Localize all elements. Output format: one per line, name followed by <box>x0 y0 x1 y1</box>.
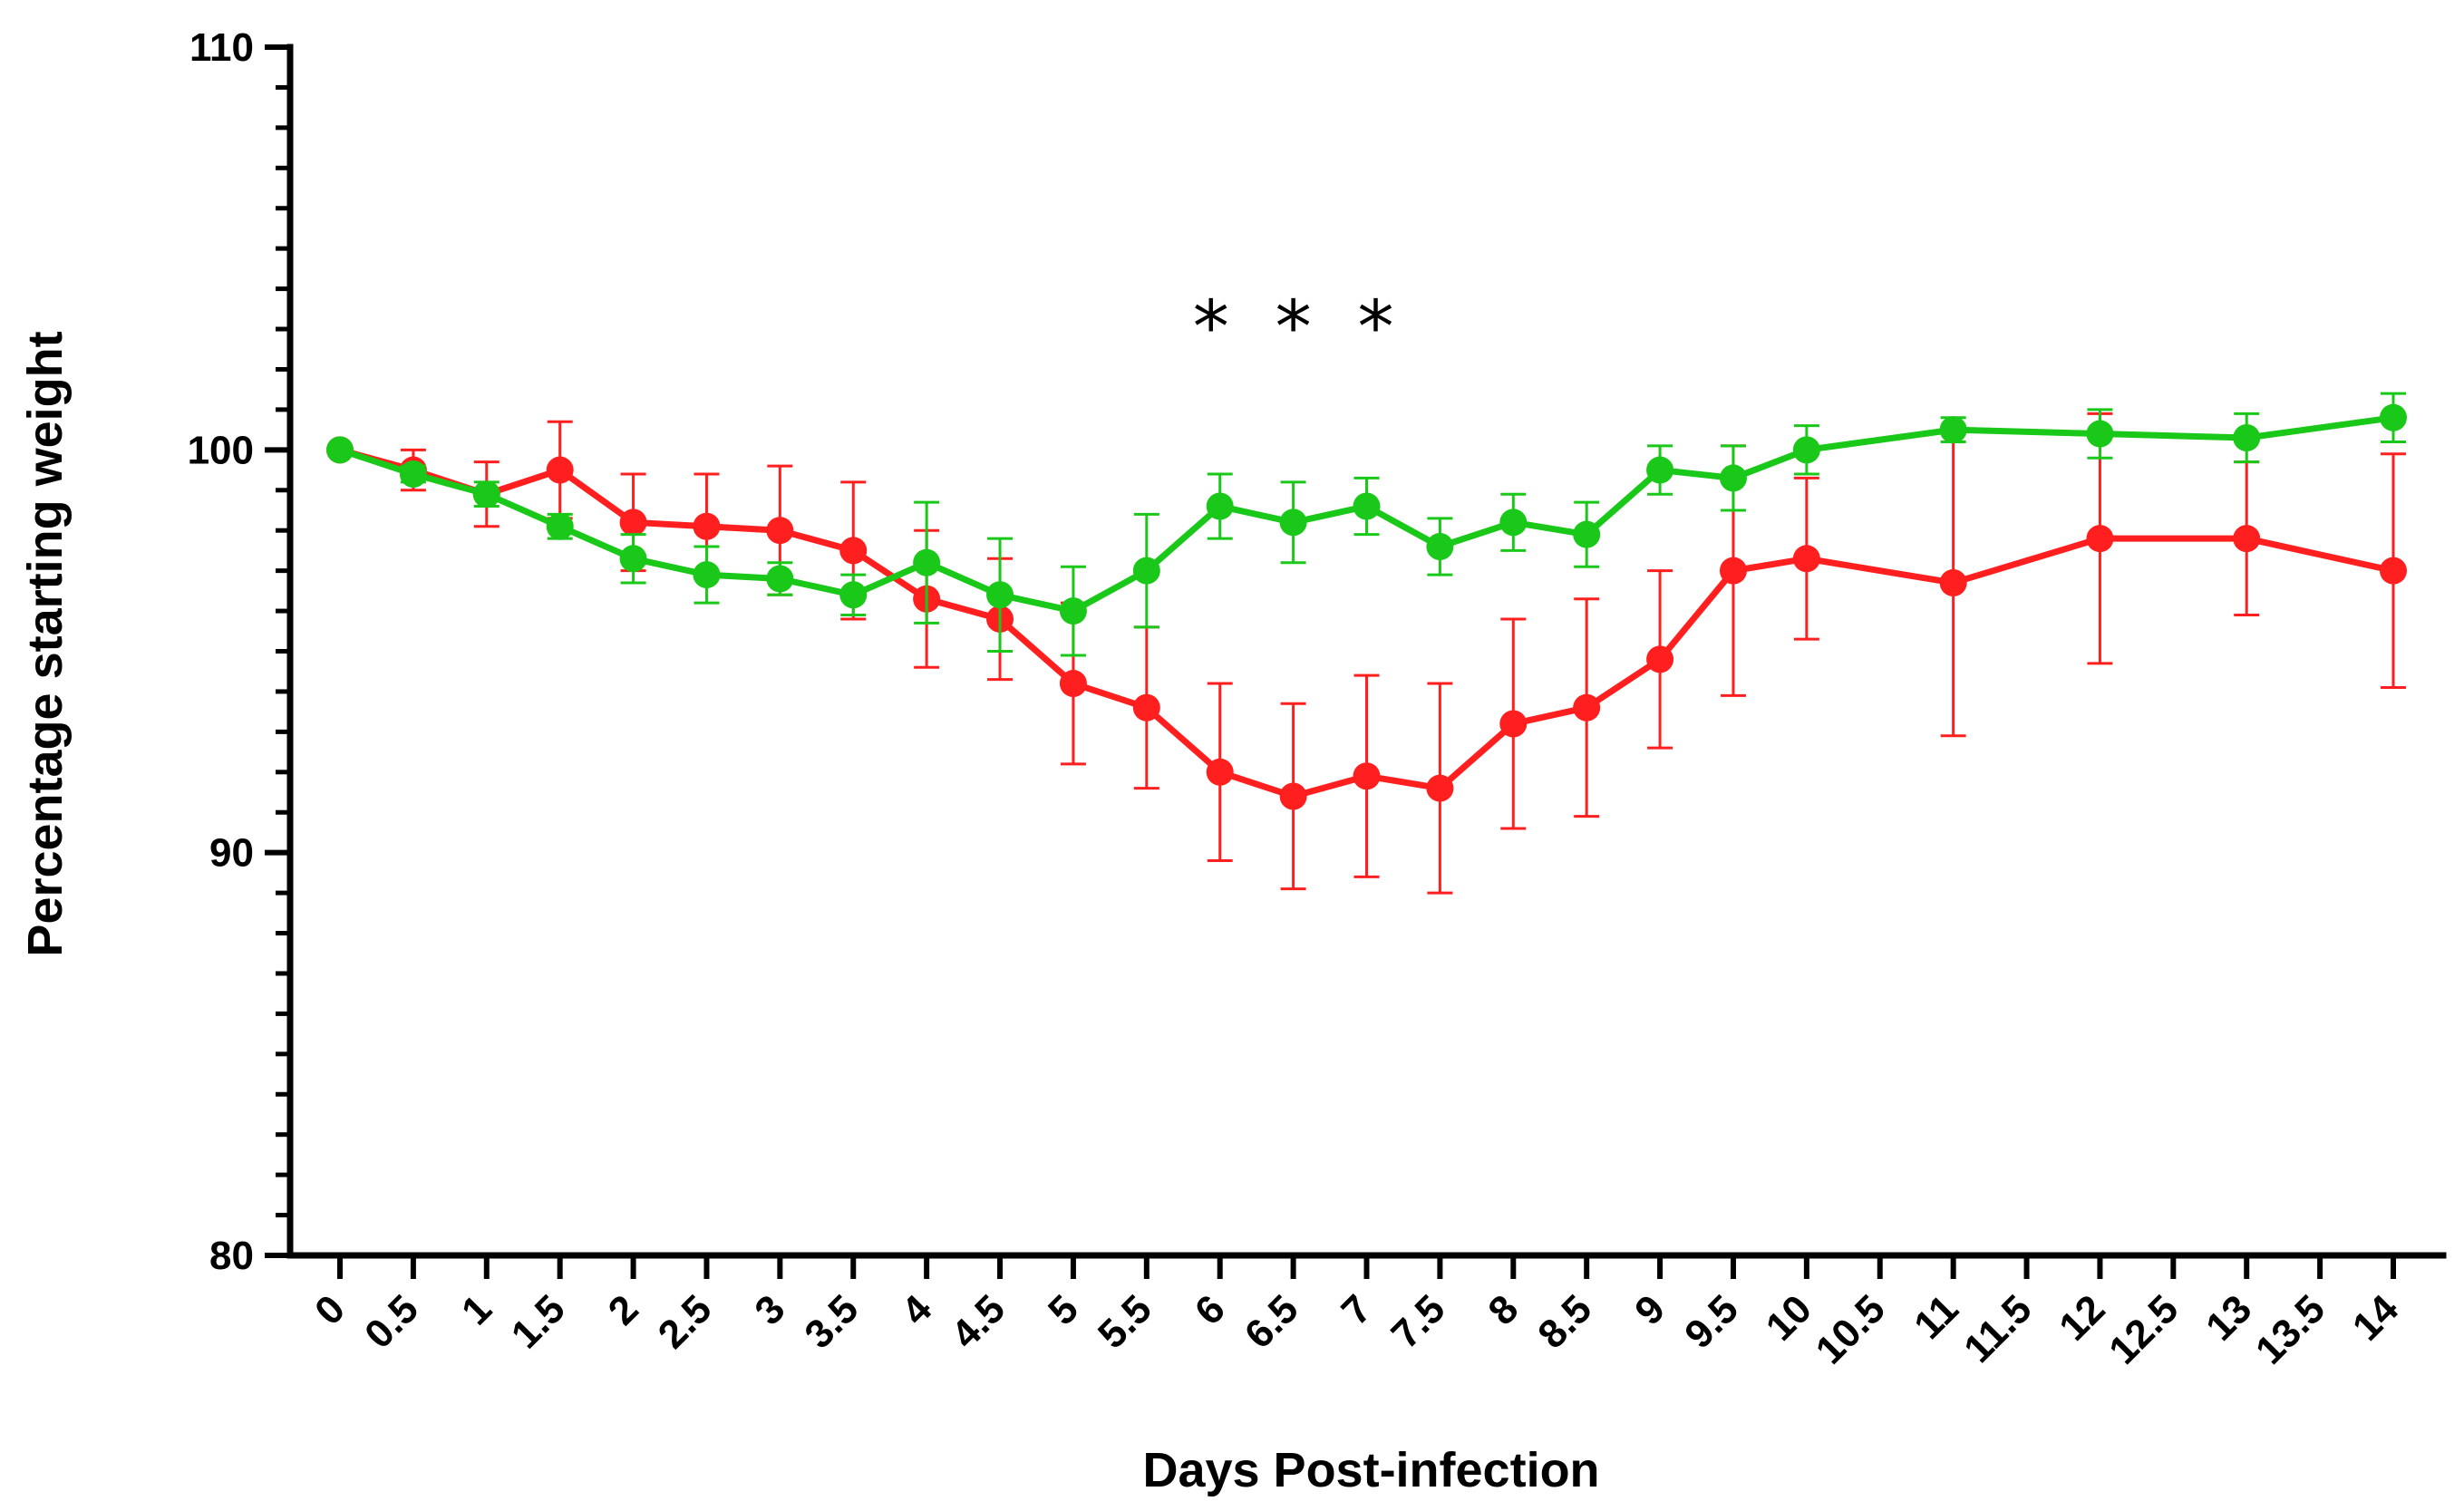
red-point <box>2233 525 2261 553</box>
red-point <box>839 537 868 565</box>
y-tick-label: 90 <box>209 831 254 876</box>
green-point <box>1059 597 1087 625</box>
x-tick-label: 7 <box>1334 1286 1381 1333</box>
green-point <box>766 565 794 593</box>
x-tick-label: 13.5 <box>2247 1286 2333 1372</box>
green-point <box>2086 420 2114 448</box>
x-tick-label: 3.5 <box>796 1286 867 1357</box>
red-point <box>1573 693 1601 722</box>
red-point <box>1719 557 1747 585</box>
green-point <box>1719 464 1747 492</box>
x-tick-label: 0.5 <box>356 1286 427 1357</box>
x-tick-label: 12.5 <box>2100 1286 2187 1372</box>
x-tick-label: 2 <box>600 1286 647 1333</box>
x-tick-label: 11.5 <box>1955 1286 2040 1371</box>
red-point <box>2086 525 2114 553</box>
x-tick-label: 6 <box>1187 1286 1234 1333</box>
green-point <box>546 512 574 540</box>
red-point <box>1279 782 1307 810</box>
green-point <box>399 460 427 488</box>
x-tick-label: 10.5 <box>1808 1286 1894 1372</box>
green-point <box>2380 403 2407 431</box>
x-tick-label: 5 <box>1040 1286 1087 1333</box>
red-point <box>693 512 721 540</box>
green-point <box>1792 436 1820 464</box>
green-point <box>913 548 941 576</box>
green-point <box>1353 492 1381 520</box>
green-point <box>1646 456 1674 484</box>
series-layer <box>326 392 2407 895</box>
y-tick-label: 100 <box>188 428 254 472</box>
y-tick-label: 80 <box>209 1234 254 1278</box>
green-point <box>1939 416 1967 444</box>
red-point <box>1206 758 1234 786</box>
x-tick-label: 14 <box>2344 1286 2408 1350</box>
green-point <box>986 581 1014 609</box>
red-point <box>1059 670 1087 698</box>
red-point <box>1646 645 1674 673</box>
x-tick-label: 1 <box>453 1286 500 1333</box>
red-point <box>2380 557 2407 585</box>
x-tick-label: 6.5 <box>1237 1286 1307 1357</box>
axes <box>265 44 2447 1279</box>
x-tick-label: 0 <box>306 1286 354 1333</box>
x-axis-title: Days Post-infection <box>1142 1443 1599 1497</box>
significance-annotation: * * * <box>1193 285 1394 369</box>
y-tick-label: 110 <box>189 25 254 70</box>
x-tick-label: 8 <box>1479 1286 1527 1333</box>
x-tick-label: 7.5 <box>1383 1286 1454 1357</box>
green-point <box>472 480 500 509</box>
labels: 80 90 100 110 0 0.5 1 1.5 2 2.5 3 3.5 4 4.5 5 5.5 6 6.5 7 7… <box>188 25 2408 1373</box>
red-point <box>1132 693 1160 722</box>
x-tick-label: 9.5 <box>1676 1286 1747 1357</box>
red-point <box>1792 545 1820 573</box>
green-point <box>1573 520 1601 548</box>
x-tick-label: 8.5 <box>1529 1286 1600 1357</box>
red-point <box>1426 774 1454 802</box>
x-tick-label: 5.5 <box>1090 1286 1160 1357</box>
red-point <box>1353 762 1381 790</box>
x-tick-label: 2.5 <box>650 1286 721 1357</box>
y-axis-title: Percentage starting weight <box>18 331 73 956</box>
x-tick-label: 3 <box>746 1286 793 1333</box>
red-point <box>546 456 574 484</box>
x-tick-label: 9 <box>1626 1286 1673 1333</box>
green-point <box>1426 532 1454 560</box>
green-point <box>326 436 354 464</box>
red-point <box>1939 568 1967 596</box>
green-point <box>1132 557 1160 585</box>
green-point <box>2233 424 2261 452</box>
green-point <box>839 581 868 609</box>
green-point <box>1279 509 1307 537</box>
red-point <box>766 517 794 545</box>
x-tick-label: 1.5 <box>503 1286 574 1357</box>
red-point <box>619 509 647 537</box>
green-point <box>619 545 647 573</box>
series-green <box>326 392 2407 657</box>
x-tick-label: 4.5 <box>943 1286 1014 1357</box>
x-tick-label: 4 <box>893 1286 940 1333</box>
green-point <box>1499 509 1528 537</box>
red-point <box>1499 710 1528 738</box>
green-point <box>1206 492 1234 520</box>
green-point <box>693 561 721 589</box>
